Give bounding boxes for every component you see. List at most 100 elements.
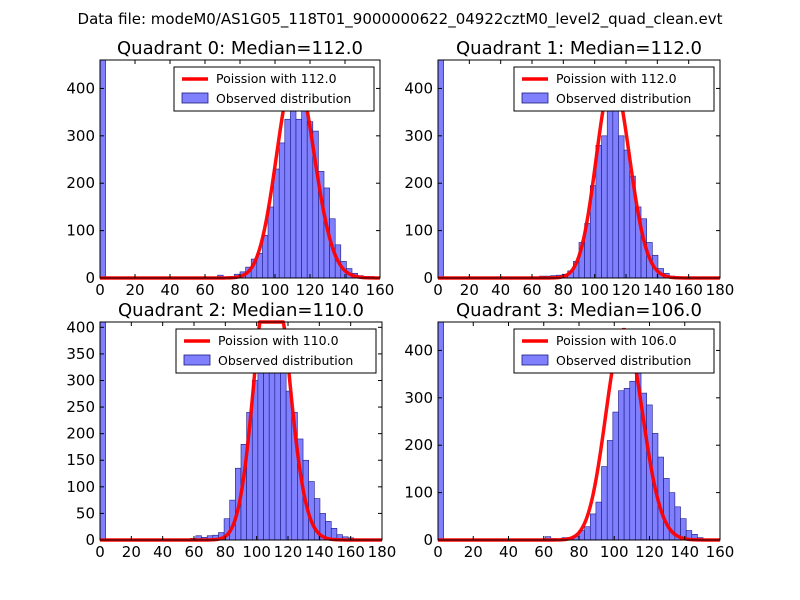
x-tick-label: 100: [600, 543, 629, 561]
histogram-bar: [623, 388, 631, 541]
x-tick-label: 60: [195, 281, 214, 299]
legend-hist-label: Observed distribution: [218, 353, 353, 368]
legend-curve-label: Poission with 112.0: [556, 71, 677, 86]
x-tick-label: 180: [368, 543, 397, 561]
x-tick-label: 140: [331, 281, 360, 299]
histogram-bar: [629, 380, 636, 541]
x-tick-label: 40: [153, 543, 172, 561]
subplot-title: Quadrant 3: Median=106.0: [456, 300, 702, 321]
x-tick-label: 40: [499, 543, 518, 561]
y-tick-label: 250: [66, 398, 95, 416]
y-tick-label: 0: [423, 531, 433, 549]
histogram-bar: [285, 390, 293, 541]
y-tick-label: 300: [66, 127, 95, 145]
legend-hist-swatch: [521, 354, 549, 366]
y-tick-label: 100: [66, 478, 95, 496]
x-tick-label: 80: [216, 543, 235, 561]
x-tick-label: 80: [554, 281, 573, 299]
y-tick-label: 300: [404, 389, 433, 407]
x-tick-label: 160: [336, 543, 365, 561]
x-tick-label: 20: [125, 281, 144, 299]
histogram-bar: [295, 118, 302, 279]
histogram-bar: [437, 321, 444, 541]
x-tick-label: 80: [569, 543, 588, 561]
x-tick-label: 60: [184, 543, 203, 561]
y-tick-label: 0: [423, 269, 433, 287]
x-tick-label: 0: [433, 543, 443, 561]
histogram-bar: [601, 135, 608, 279]
x-tick-label: 60: [534, 543, 553, 561]
histogram-bar: [595, 501, 602, 541]
x-tick-label: 160: [674, 281, 703, 299]
histogram-bar: [601, 466, 608, 541]
y-tick-label: 400: [404, 341, 433, 359]
x-tick-label: 160: [366, 281, 395, 299]
subplot-title: Quadrant 2: Median=110.0: [118, 300, 364, 321]
histogram-bar: [278, 142, 286, 279]
histogram-bar: [623, 149, 631, 279]
x-tick-label: 20: [122, 543, 141, 561]
histogram-bar: [280, 361, 287, 541]
legend-box: [173, 66, 375, 112]
histogram-bar: [618, 135, 625, 279]
histogram-bar: [437, 59, 444, 279]
x-tick-label: 100: [261, 281, 290, 299]
x-tick-label: 0: [95, 543, 105, 561]
x-tick-label: 180: [706, 281, 735, 299]
x-tick-label: 160: [706, 543, 735, 561]
y-tick-label: 150: [66, 451, 95, 469]
histogram-bar: [584, 526, 591, 541]
y-tick-label: 400: [404, 79, 433, 97]
x-tick-label: 40: [160, 281, 179, 299]
x-tick-label: 140: [670, 543, 699, 561]
histogram-bar: [267, 206, 274, 279]
histogram-bar: [268, 356, 276, 541]
y-tick-label: 400: [66, 318, 95, 336]
subplot-quadrant-0: 0 20 40 60 80 100 120 140 160 0 100 200 300 400 Quadra…: [66, 38, 394, 299]
subplot-title: Quadrant 0: Median=112.0: [117, 38, 363, 59]
x-tick-label: 120: [274, 543, 303, 561]
y-tick-label: 200: [404, 174, 433, 192]
x-tick-label: 0: [95, 281, 105, 299]
y-tick-label: 200: [404, 436, 433, 454]
histogram-bar: [618, 390, 625, 541]
subplots-grid: 0 20 40 60 80 100 120 140 1600100200300400Quadra…: [66, 38, 734, 561]
histogram-bar: [589, 513, 597, 541]
y-tick-label: 100: [66, 222, 95, 240]
legend: Poission with 110.0 Observed distribution: [175, 328, 377, 374]
y-tick-label: 100: [404, 222, 433, 240]
x-tick-label: 100: [580, 281, 609, 299]
x-tick-label: 120: [635, 543, 664, 561]
subplot-title: Quadrant 1: Median=112.0: [456, 38, 702, 59]
histogram-bar: [284, 118, 291, 279]
subplot-quadrant-1: 0 20 40 60 80 100 120 140 160 1800100200300400Qua…: [404, 38, 734, 299]
legend-hist-label: Observed distribution: [216, 91, 351, 106]
histogram-bar: [99, 59, 106, 279]
histogram-bar: [606, 440, 614, 541]
y-tick-label: 0: [85, 531, 95, 549]
legend: Poission with 112.0 Observed distribution: [173, 66, 375, 112]
figure-suptitle: Data file: modeM0/AS1G05_118T01_90000006…: [78, 10, 723, 29]
legend-box: [513, 66, 715, 112]
x-tick-label: 140: [643, 281, 672, 299]
axes-frame: [437, 59, 721, 279]
histogram-bar: [612, 411, 619, 541]
legend-hist-label: Observed distribution: [556, 353, 691, 368]
histogram-bar: [301, 107, 308, 279]
subplot-quadrant-3: 0 20 40 60 80 100 120 140 160 0 100 200 300 400 Quadra…: [404, 300, 734, 561]
x-tick-label: 140: [305, 543, 334, 561]
legend-curve-label: Poission with 106.0: [556, 333, 677, 348]
y-tick-label: 100: [404, 484, 433, 502]
y-tick-label: 350: [66, 345, 95, 363]
legend-hist-swatch: [181, 92, 209, 104]
y-tick-label: 300: [404, 127, 433, 145]
histogram-bar: [99, 321, 106, 541]
legend: Poission with 112.0 Observed distribution: [513, 66, 715, 112]
legend-hist-label: Observed distribution: [556, 91, 691, 106]
x-tick-label: 40: [491, 281, 510, 299]
legend-box: [513, 328, 715, 374]
x-tick-label: 80: [230, 281, 249, 299]
axes-frame: [99, 321, 383, 541]
y-tick-label: 400: [66, 79, 95, 97]
